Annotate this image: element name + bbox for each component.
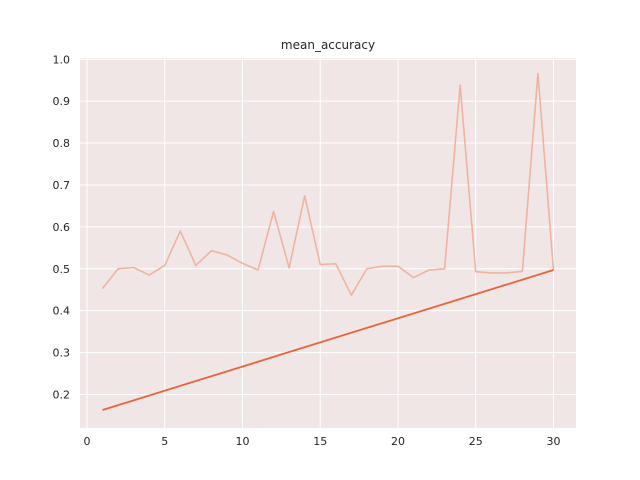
x-tick-label: 0 [83, 435, 90, 448]
y-tick-label: 0.6 [53, 221, 71, 234]
x-tick-label: 5 [161, 435, 168, 448]
y-tick-label: 0.5 [53, 263, 71, 276]
x-tick-label: 10 [235, 435, 249, 448]
y-tick-label: 0.2 [53, 388, 71, 401]
x-tick-label: 20 [391, 435, 405, 448]
plot-area [80, 58, 576, 428]
series-group [101, 72, 555, 411]
x-tick-label: 15 [313, 435, 327, 448]
y-tick-label: 0.9 [53, 95, 71, 108]
grid [80, 58, 576, 428]
x-tick-label: 25 [469, 435, 483, 448]
y-tick-label: 0.4 [53, 305, 71, 318]
y-tick-label: 0.7 [53, 179, 71, 192]
y-tick-label: 0.8 [53, 137, 71, 150]
x-axis-ticks: 0 5 10 15 20 25 30 [83, 435, 560, 448]
series-line-2 [102, 269, 554, 411]
y-tick-label: 0.3 [53, 347, 71, 360]
y-axis-ticks: 0.2 0.3 0.4 0.5 0.6 0.7 0.8 0.9 1.0 [53, 53, 71, 401]
x-tick-label: 30 [546, 435, 560, 448]
chart-title: mean_accuracy [281, 38, 375, 52]
series-line-1 [101, 72, 555, 296]
y-tick-label: 1.0 [53, 53, 71, 66]
